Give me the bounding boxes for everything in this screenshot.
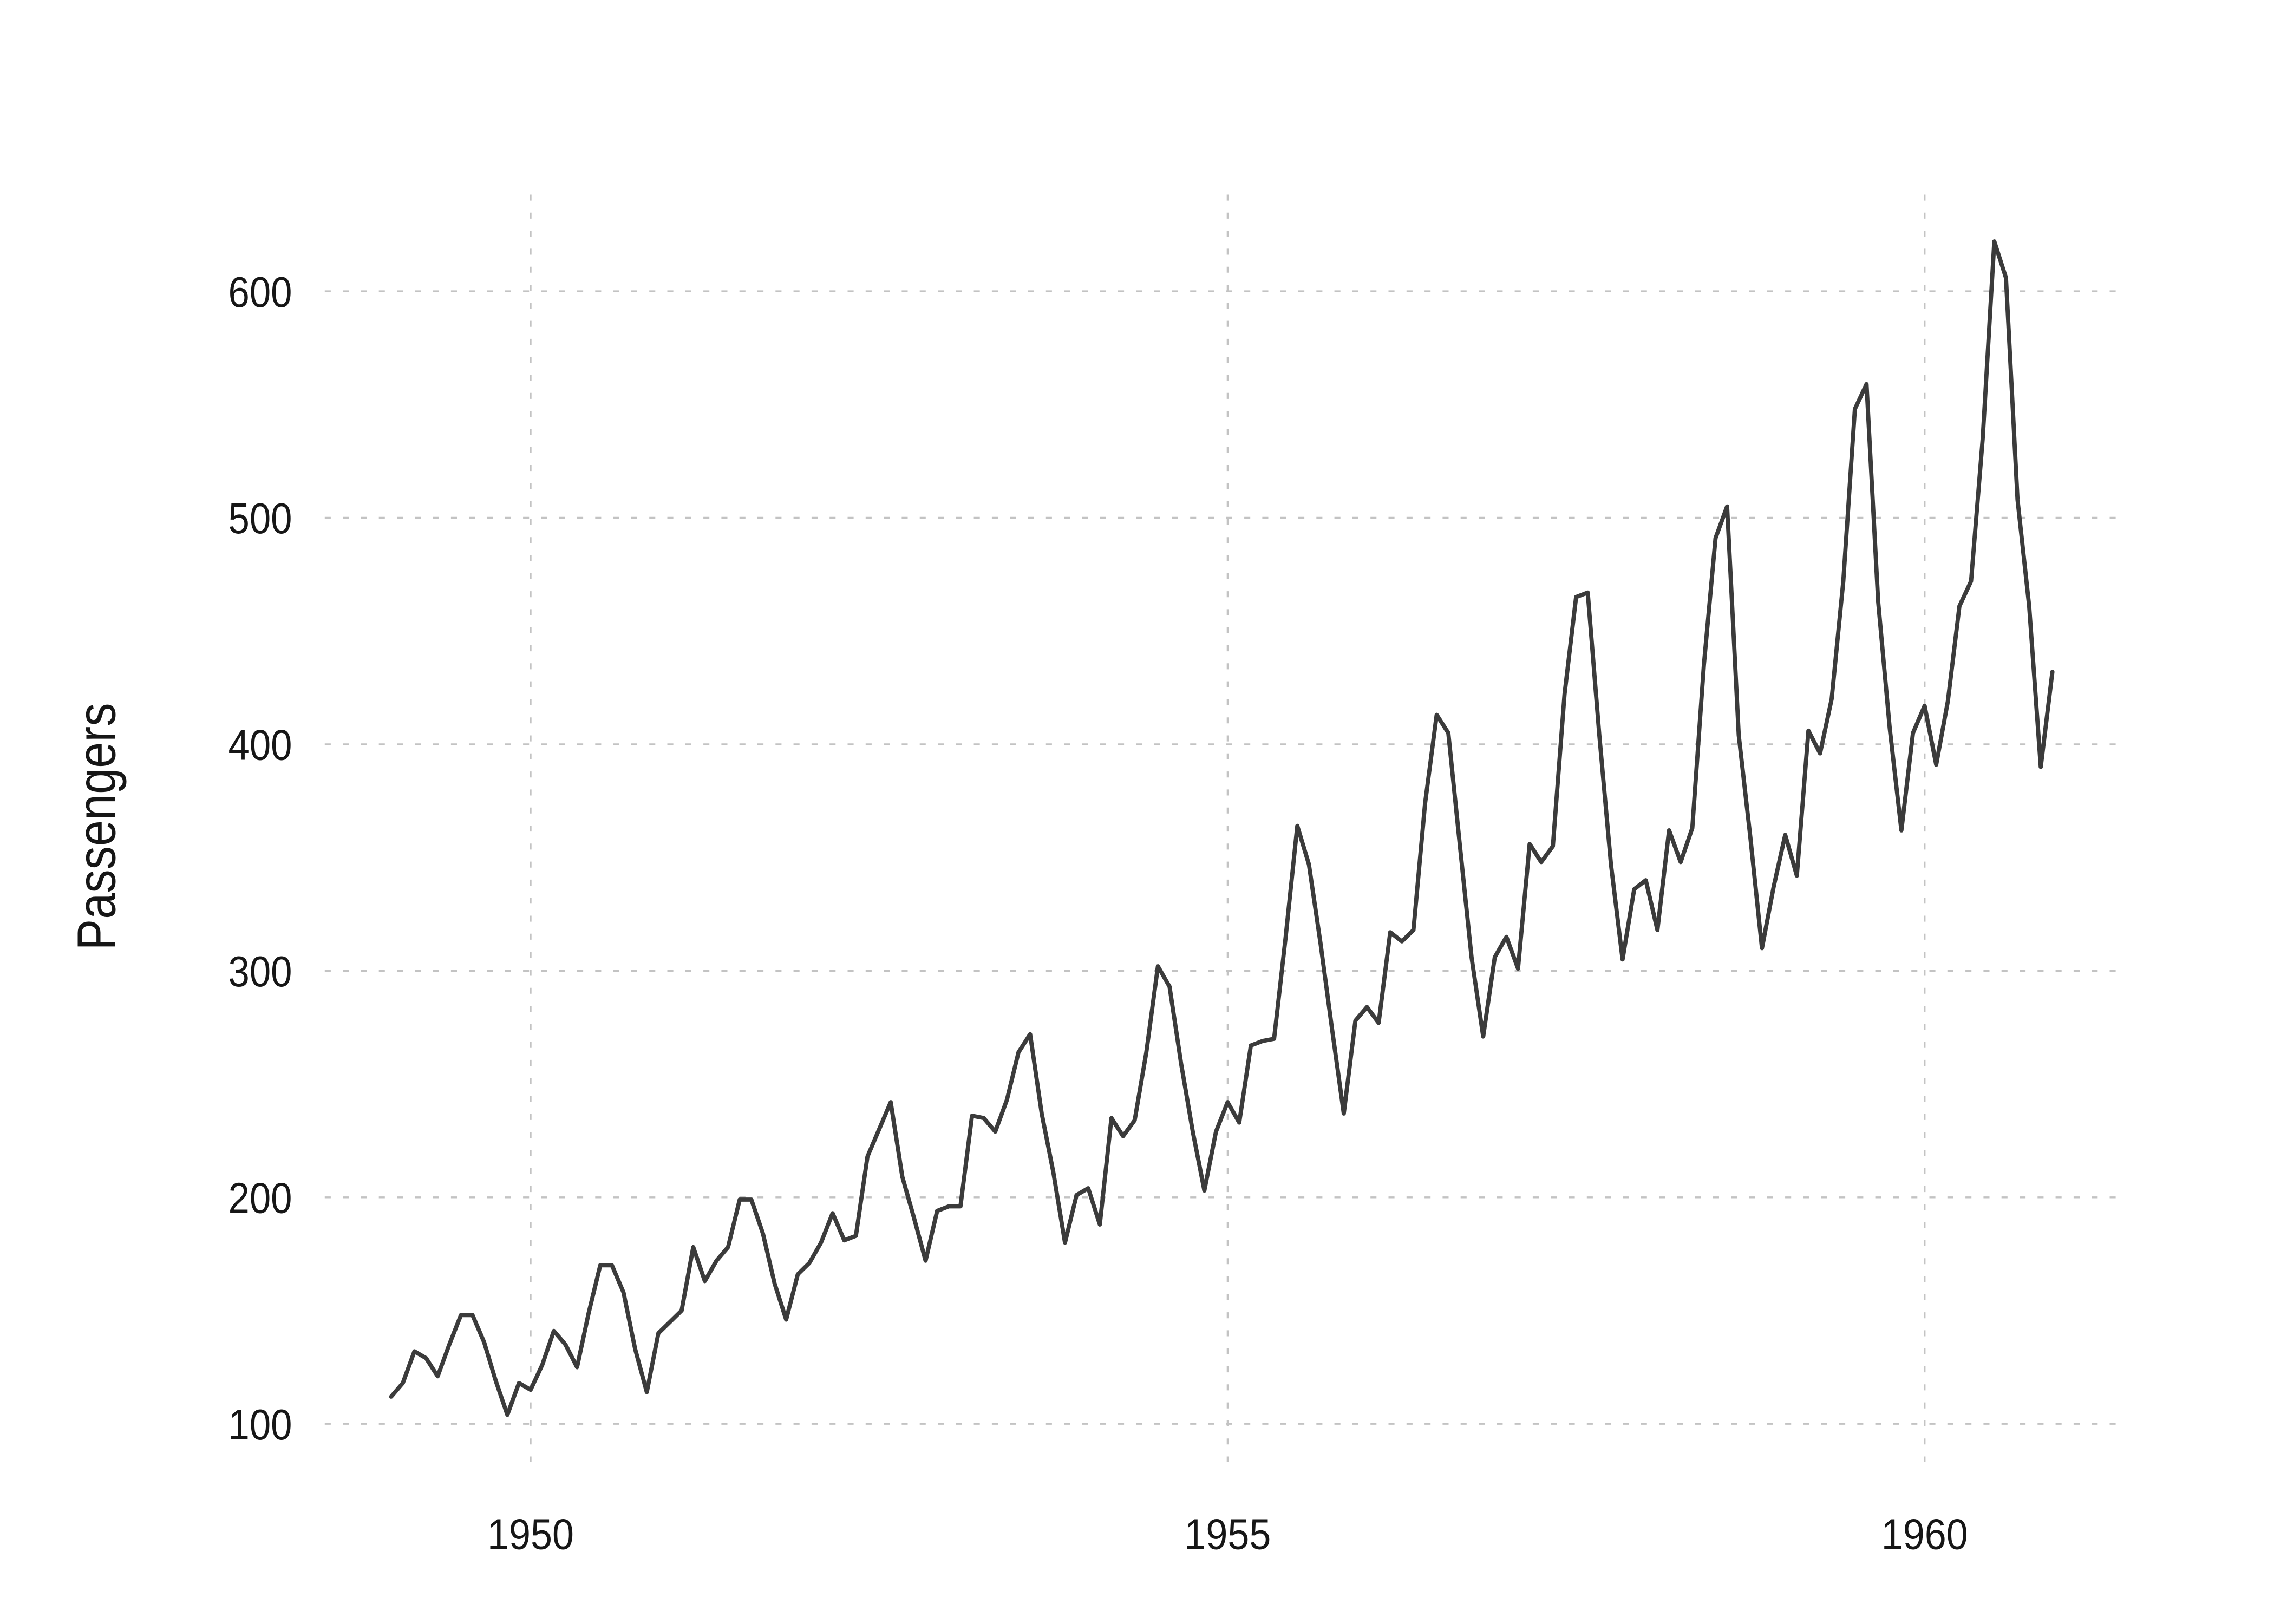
svg-text:500: 500 [228, 494, 292, 542]
svg-text:200: 200 [228, 1174, 292, 1222]
svg-text:1955: 1955 [1184, 1510, 1271, 1558]
svg-text:1960: 1960 [1881, 1510, 1968, 1558]
svg-text:Passengers: Passengers [66, 703, 127, 951]
svg-text:300: 300 [228, 947, 292, 996]
svg-text:400: 400 [228, 721, 292, 769]
svg-text:1950: 1950 [487, 1510, 574, 1558]
svg-text:600: 600 [228, 268, 292, 316]
svg-text:100: 100 [228, 1400, 292, 1449]
